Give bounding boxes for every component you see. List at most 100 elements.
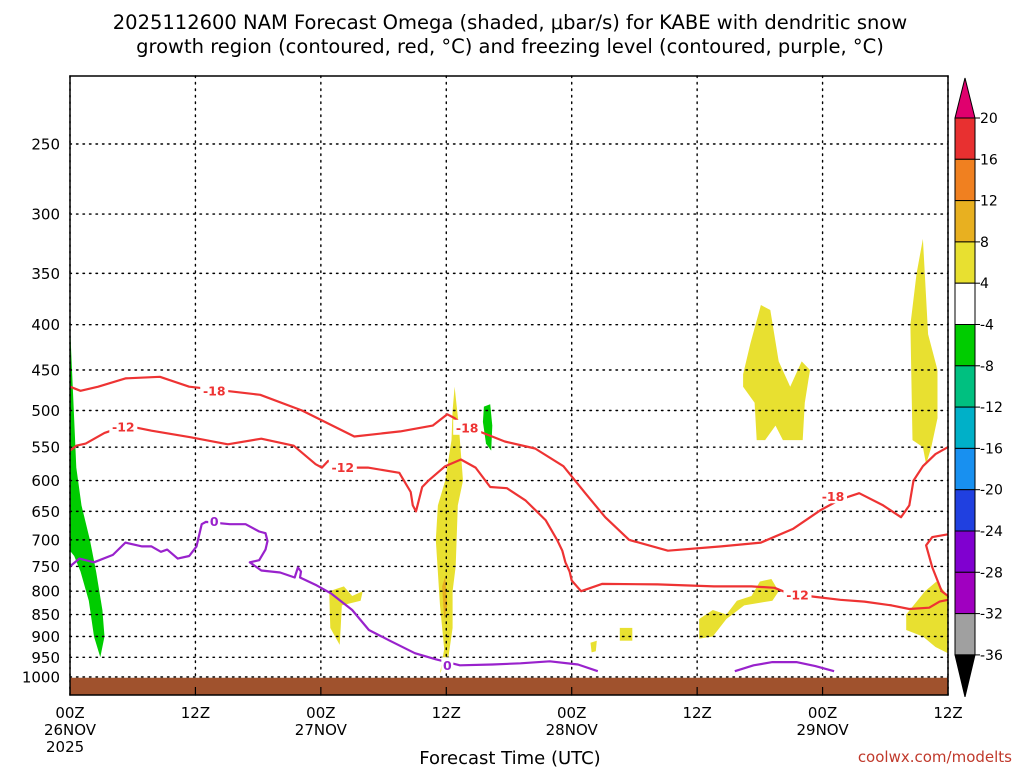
time-tick-label: 12Z (432, 704, 461, 722)
omega-region (435, 386, 463, 674)
time-tick-label: 27NOV (295, 721, 348, 739)
contour-label-bg (208, 513, 221, 529)
colorbar-box (954, 365, 976, 408)
contour-label: -18 (456, 420, 479, 435)
contour-label-bg (200, 382, 229, 398)
colorbar-tick-label: -20 (980, 483, 1003, 499)
x-axis-title: Forecast Time (UTC) (419, 748, 600, 768)
contour-label: -12 (786, 588, 809, 603)
colorbar-box (954, 158, 976, 202)
omega-region (910, 238, 938, 465)
colorbar-tick-label: -8 (980, 359, 994, 375)
colorbar-box (954, 406, 976, 449)
pressure-tick-label: 900 (31, 628, 60, 646)
contour-label: -18 (203, 383, 226, 398)
contour-label-bg (453, 419, 482, 435)
contour-label: 0 (210, 514, 219, 529)
contour-label-bg (783, 587, 812, 603)
contour-label: 0 (443, 658, 452, 673)
pressure-tick-label: 300 (31, 206, 60, 224)
chart-title-line-2: growth region (contoured, red, °C) and f… (136, 35, 884, 58)
colorbar-tick-label: -16 (980, 441, 1003, 457)
colorbar-box (954, 324, 976, 367)
omega-region (590, 640, 597, 653)
contour-label: -18 (822, 489, 845, 504)
colorbar-tick-label: 4 (980, 276, 989, 292)
pressure-tick-label: 750 (31, 558, 60, 576)
contour-labels: -18 -18 -18 -12 -12 -12 0 0 (109, 382, 848, 673)
contour-line (734, 661, 835, 673)
contour-label: -12 (332, 460, 355, 475)
pressure-tick-label: 550 (31, 439, 60, 457)
contour-line (69, 424, 949, 611)
temperature-contours (69, 375, 949, 673)
contour-label-bg (441, 657, 454, 673)
colorbar-box (954, 200, 976, 243)
omega-region (619, 627, 633, 641)
time-tick-label: 00Z (55, 704, 84, 722)
pressure-axis: 250 300 350 400 450 500 550 600 650 700 750 800 850 9… (22, 136, 60, 687)
omega-shaded-regions (70, 238, 948, 674)
time-tick-label: 00Z (808, 704, 837, 722)
omega-region (743, 305, 810, 441)
colorbar-tick-label: 16 (980, 152, 998, 168)
contour-line (69, 520, 599, 673)
colorbar-top-triangle (954, 77, 976, 119)
contour-label: -12 (112, 420, 135, 435)
pressure-tick-label: 600 (31, 472, 60, 490)
pressure-tick-label: 700 (31, 531, 60, 549)
colorbar-tick-label: -24 (980, 524, 1003, 540)
omega-colorbar: 20 16 12 8 4 -4 -8 -12 -16 -20 -24 -28 -32 -36 (954, 77, 1003, 698)
pressure-tick-label: 1000 (22, 669, 60, 687)
contour-label-bg (109, 419, 138, 435)
colorbar-box (954, 530, 976, 573)
omega-region (699, 579, 779, 639)
time-tick-label: 28NOV (546, 721, 599, 739)
time-tick-label: 12Z (933, 704, 962, 722)
pressure-tick-label: 850 (31, 606, 60, 624)
contour-label-bg (819, 488, 848, 504)
colorbar-tick-label: -12 (980, 400, 1003, 416)
pressure-tick-label: 950 (31, 649, 60, 667)
pressure-tick-label: 400 (31, 316, 60, 334)
colorbar-box (954, 489, 976, 532)
omega-region (482, 404, 493, 451)
time-tick-label: 12Z (181, 704, 210, 722)
time-tick-label: 26NOV (44, 721, 97, 739)
time-tick-label: 12Z (682, 704, 711, 722)
omega-region (329, 586, 363, 645)
pressure-tick-label: 250 (31, 136, 60, 154)
pressure-tick-label: 450 (31, 361, 60, 379)
omega-region (70, 324, 105, 658)
chart-title-line-1: 2025112600 NAM Forecast Omega (shaded, μ… (113, 11, 908, 34)
colorbar-tick-label: 20 (980, 111, 998, 127)
source-credit: coolwx.com/modelts (858, 748, 1012, 766)
colorbar-box (954, 613, 976, 656)
colorbar-tick-label: 12 (980, 194, 998, 210)
time-tick-label: 2025 (46, 738, 84, 756)
pressure-tick-label: 350 (31, 265, 60, 283)
colorbar-box (954, 447, 976, 491)
colorbar-tick-label: 8 (980, 235, 989, 251)
colorbar-box (954, 241, 976, 284)
pressure-tick-label: 800 (31, 583, 60, 601)
colorbar-box (954, 571, 976, 615)
omega-region (906, 581, 948, 654)
pressure-tick-label: 500 (31, 402, 60, 420)
colorbar-bottom-triangle (954, 654, 976, 698)
colorbar-box (954, 282, 976, 326)
pressure-tick-label: 650 (31, 503, 60, 521)
time-tick-label: 29NOV (797, 721, 850, 739)
time-tick-label: 00Z (306, 704, 335, 722)
contour-label-bg (328, 459, 357, 475)
plot-frame (69, 75, 949, 696)
colorbar-tick-label: -36 (980, 648, 1003, 664)
colorbar-tick-label: -4 (980, 318, 994, 334)
colorbar-tick-label: -32 (980, 607, 1003, 623)
colorbar-tick-label: -28 (980, 565, 1003, 581)
ground-surface (70, 677, 948, 695)
time-tick-label: 00Z (557, 704, 586, 722)
colorbar-box (954, 117, 976, 160)
